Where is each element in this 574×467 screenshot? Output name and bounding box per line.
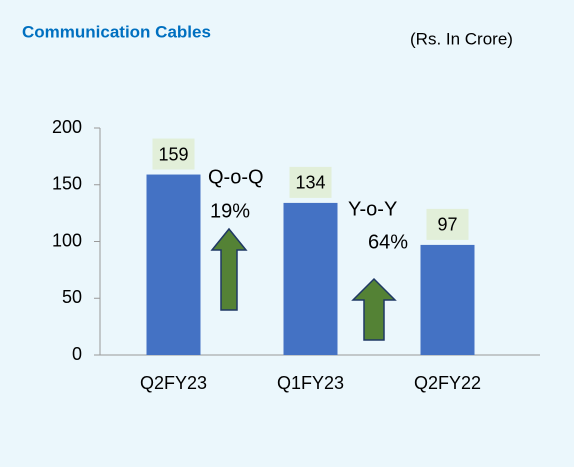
value-label-box — [426, 208, 469, 240]
bar — [283, 202, 338, 355]
annotation: 64% — [368, 231, 408, 253]
y-tick-label: 100 — [52, 230, 82, 250]
y-tick-label: 50 — [62, 287, 82, 307]
up-arrow — [351, 277, 397, 341]
value-label-box — [289, 166, 332, 198]
value-label: 134 — [295, 173, 325, 193]
y-tick-label: 200 — [52, 117, 82, 137]
annotation: Y-o-Y — [348, 198, 397, 220]
chart-title: Communication Cables — [22, 22, 211, 41]
x-tick-label: Q2FY22 — [414, 373, 481, 393]
value-label: 159 — [158, 144, 188, 164]
y-tick-label: 0 — [72, 344, 82, 364]
y-tick-label: 150 — [52, 174, 82, 194]
chart-subtitle: (Rs. In Crore) — [410, 29, 513, 48]
up-arrow — [210, 227, 248, 311]
annotation: Q-o-Q — [208, 166, 264, 188]
annotation: 19% — [210, 200, 250, 222]
bar — [420, 244, 475, 355]
value-label: 97 — [437, 215, 457, 235]
value-label-box — [152, 138, 195, 170]
bar — [146, 174, 201, 355]
x-tick-label: Q2FY23 — [140, 373, 207, 393]
x-tick-label: Q1FY23 — [277, 373, 344, 393]
